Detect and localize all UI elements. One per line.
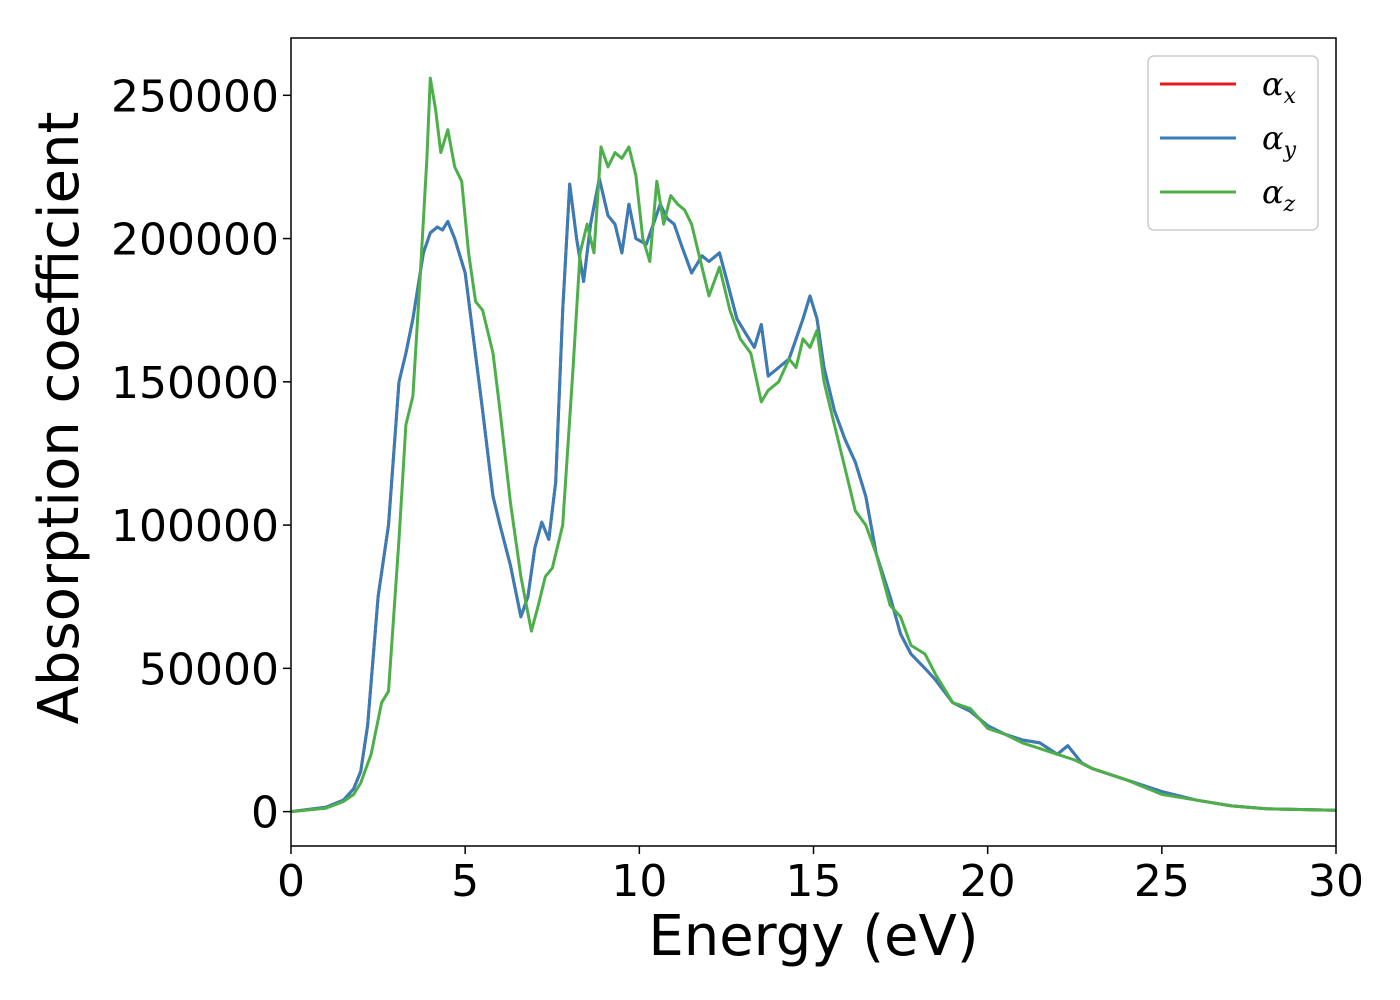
x-tick-label: 25 bbox=[1134, 856, 1190, 907]
y-tick-label: 150000 bbox=[111, 358, 279, 409]
series-line-y bbox=[291, 176, 1336, 814]
x-tick-label: 10 bbox=[611, 856, 667, 907]
x-tick-label: 15 bbox=[786, 856, 842, 907]
y-tick-label: 50000 bbox=[139, 644, 279, 695]
series-lines bbox=[291, 76, 1336, 814]
legend-label: αz bbox=[1262, 173, 1296, 217]
y-tick-label: 250000 bbox=[111, 71, 279, 122]
x-tick-label: 30 bbox=[1308, 856, 1364, 907]
x-tick-label: 20 bbox=[960, 856, 1016, 907]
y-tick-label: 200000 bbox=[111, 215, 279, 266]
x-tick-label: 0 bbox=[277, 856, 305, 907]
y-tick-label: 0 bbox=[251, 788, 279, 839]
y-axis-title: Absorption coefficient bbox=[27, 112, 92, 725]
x-axis-title: Energy (eV) bbox=[648, 904, 978, 969]
y-tick-label: 100000 bbox=[111, 501, 279, 552]
y-axis-ticks: 0 50000 100000 150000 200000 250000 bbox=[111, 71, 291, 839]
series-line-z bbox=[291, 76, 1336, 814]
legend-label: αy bbox=[1262, 119, 1297, 163]
x-tick-label: 5 bbox=[451, 856, 479, 907]
series-line-x bbox=[291, 176, 1336, 814]
x-axis-ticks: 0 5 10 15 20 25 30 bbox=[277, 846, 1364, 907]
legend: αx αy αz bbox=[1147, 55, 1319, 231]
legend-box bbox=[1147, 55, 1319, 231]
legend-label: αx bbox=[1262, 65, 1297, 109]
